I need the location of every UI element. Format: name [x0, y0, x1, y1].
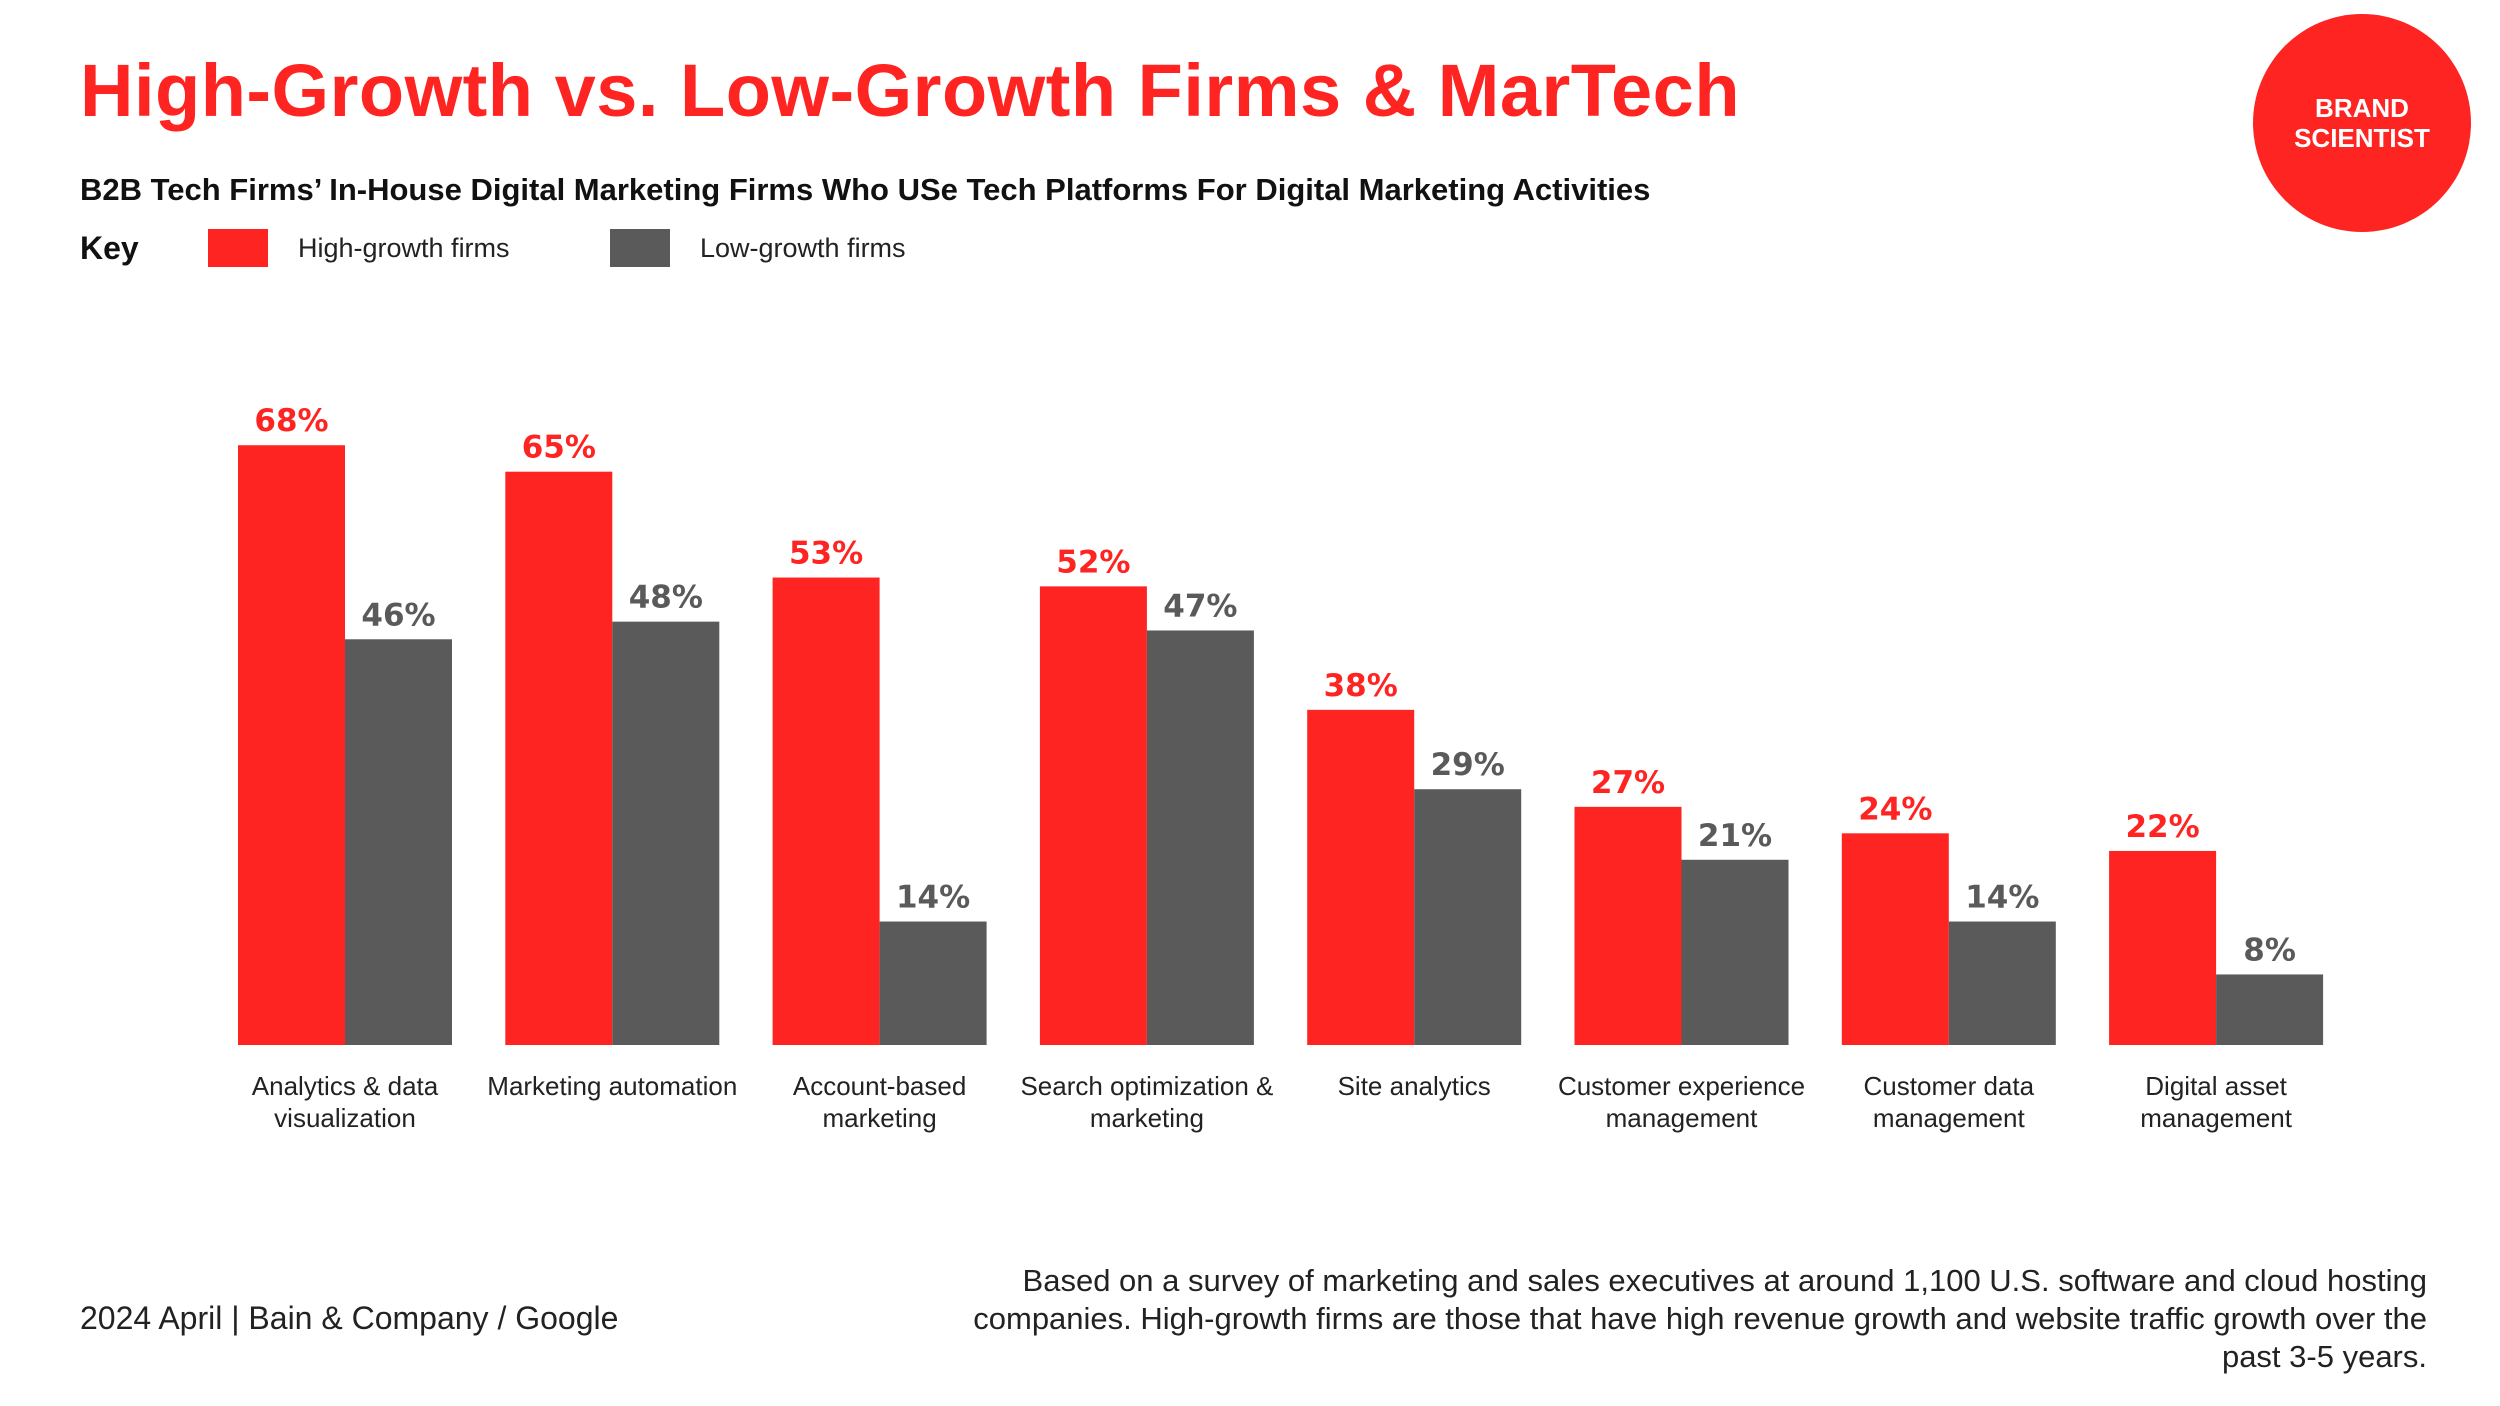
data-label-low-growth-2: 14% [896, 880, 970, 916]
bar-low-growth-3 [1146, 630, 1254, 1045]
data-label-low-growth-1: 48% [629, 580, 703, 616]
legend-swatch-high-growth [208, 229, 268, 267]
legend-label-high-growth: High-growth firms [298, 233, 510, 263]
data-label-low-growth-5: 21% [1698, 818, 1772, 854]
bar-high-growth-1 [505, 471, 613, 1045]
bar-high-growth-5 [1574, 806, 1682, 1045]
bar-low-growth-7 [2216, 974, 2324, 1045]
category-label: Digital asset management [2140, 1071, 2292, 1133]
legend-label-low-growth: Low-growth firms [700, 233, 906, 263]
bar-low-growth-1 [612, 621, 720, 1045]
data-label-high-growth-3: 52% [1056, 544, 1130, 580]
bar-low-growth-5 [1681, 859, 1789, 1045]
bar-high-growth-0 [238, 445, 345, 1045]
page-title: High-Growth vs. Low-Growth Firms & MarTe… [80, 49, 1741, 132]
data-label-low-growth-3: 47% [1163, 588, 1237, 624]
category-label: Analytics & data visualization [251, 1071, 439, 1133]
data-label-low-growth-6: 14% [1965, 880, 2039, 916]
data-label-high-growth-5: 27% [1591, 765, 1665, 801]
bar-high-growth-2 [772, 577, 880, 1045]
legend-swatch-low-growth [610, 229, 670, 267]
footer-note: Based on a survey of marketing and sales… [973, 1263, 2427, 1374]
data-label-low-growth-7: 8% [2243, 932, 2296, 968]
legend-key-label: Key [80, 230, 139, 266]
category-label: Customer data management [1863, 1071, 2035, 1133]
data-label-high-growth-1: 65% [522, 430, 596, 466]
bar-low-growth-4 [1414, 789, 1522, 1045]
footer-source: 2024 April | Bain & Company / Google [80, 1300, 619, 1336]
category-label: Marketing automation [487, 1071, 738, 1101]
bar-high-growth-7 [2109, 850, 2217, 1045]
category-label: Site analytics [1337, 1071, 1491, 1101]
logo-line-2: SCIENTIST [2294, 123, 2430, 153]
bar-low-growth-6 [1948, 921, 2056, 1045]
chart-subtitle: B2B Tech Firms’ In-House Digital Marketi… [80, 172, 1651, 207]
data-label-high-growth-0: 68% [254, 403, 328, 439]
bar-low-growth-0 [345, 639, 452, 1045]
logo-line-1: BRAND [2315, 93, 2409, 123]
brand-logo: BRAND SCIENTIST [2253, 14, 2471, 232]
data-label-high-growth-6: 24% [1858, 791, 1932, 827]
category-label: Search optimization & marketing [1020, 1071, 1274, 1133]
category-label: Customer experience management [1557, 1071, 1806, 1133]
category-label: Account-based marketing [792, 1071, 967, 1133]
data-label-low-growth-4: 29% [1431, 747, 1505, 783]
bar-high-growth-6 [1841, 833, 1949, 1045]
data-label-low-growth-0: 46% [361, 597, 435, 633]
data-label-high-growth-2: 53% [789, 536, 863, 572]
data-label-high-growth-7: 22% [2125, 809, 2199, 845]
data-label-high-growth-4: 38% [1324, 668, 1398, 704]
bar-high-growth-4 [1307, 709, 1415, 1045]
bar-high-growth-3 [1039, 586, 1147, 1045]
bar-low-growth-2 [879, 921, 987, 1045]
